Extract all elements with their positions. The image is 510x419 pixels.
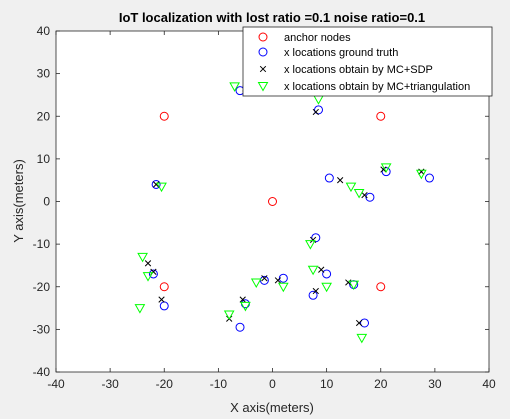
x-tick-label: -30 xyxy=(101,377,119,391)
y-tick-label: -30 xyxy=(33,322,51,336)
mc-triangulation-point xyxy=(134,304,146,314)
y-tick-label: 0 xyxy=(43,195,50,209)
x-tick-label: 10 xyxy=(320,377,334,391)
legend-marker-mc-sdp xyxy=(259,65,267,73)
x-tick-label: -20 xyxy=(156,377,174,391)
x-tick-label: -10 xyxy=(210,377,228,391)
mc-triangulation-point xyxy=(345,182,357,193)
mc-triangulation-point xyxy=(348,280,360,291)
x-tick-label: 30 xyxy=(428,377,442,391)
y-tick-label: -20 xyxy=(33,280,51,294)
ground-truth-point xyxy=(235,322,245,332)
mc-triangulation-point xyxy=(353,188,365,199)
mc-triangulation-point xyxy=(277,282,289,293)
x-tick-label: -40 xyxy=(47,377,65,391)
mc-sdp-point xyxy=(309,236,317,244)
mc-triangulation-point xyxy=(156,182,167,193)
y-axis-label: Y axis(meters) xyxy=(11,159,26,243)
mc-sdp-point xyxy=(144,260,152,267)
ground-truth-point xyxy=(324,173,334,183)
legend-marker-mc-triangulation xyxy=(257,82,269,92)
mc-triangulation-point xyxy=(415,169,427,180)
mc-triangulation-point xyxy=(250,278,262,289)
legend-markers xyxy=(257,32,269,92)
mc-triangulation-point xyxy=(223,310,235,320)
mc-triangulation-point xyxy=(137,252,148,263)
legend-marker-anchor-node xyxy=(258,32,268,42)
mc-sdp-point xyxy=(274,277,282,284)
chart-marks xyxy=(134,82,434,344)
legend: anchor nodes x locations ground truth x … xyxy=(242,26,493,97)
mc-triangulation-point xyxy=(307,265,319,276)
anchor-node-point xyxy=(159,111,169,121)
legend-label-mc-sdp: x locations obtain by MC+SDP xyxy=(284,64,433,76)
ground-truth-point xyxy=(278,273,288,283)
y-tick-label: -40 xyxy=(33,365,51,379)
mc-sdp-point xyxy=(337,177,344,184)
chart-title: IoT localization with lost ratio =0.1 no… xyxy=(119,10,425,25)
anchor-node-point xyxy=(268,197,277,206)
axis-ticks: -40 -30 -20 -10 0 10 20 30 40 -40 -30 -20 -10 0 10 20 30… xyxy=(33,24,496,391)
legend-label-ground-truth: x locations ground truth xyxy=(284,47,398,59)
mc-triangulation-point xyxy=(229,82,240,92)
mc-sdp-point xyxy=(239,296,246,303)
x-tick-label: 0 xyxy=(269,377,276,391)
mc-sdp-point xyxy=(312,287,319,295)
ground-truth-point xyxy=(308,290,318,300)
ground-truth-point xyxy=(365,192,375,202)
mc-sdp-point xyxy=(361,191,368,199)
y-tick-label: 10 xyxy=(37,152,51,166)
mc-sdp-point xyxy=(355,319,363,327)
mc-triangulation-point xyxy=(240,301,251,312)
x-axis-label: X axis(meters) xyxy=(230,400,314,415)
mc-triangulation-point xyxy=(142,272,154,282)
anchor-node-point xyxy=(159,282,169,292)
mc-triangulation-point xyxy=(305,240,316,250)
anchor-node-point xyxy=(376,282,386,292)
ground-truth-point xyxy=(360,318,370,328)
y-tick-label: -10 xyxy=(33,237,51,251)
ground-truth-point xyxy=(322,269,332,279)
mc-triangulation-point xyxy=(321,282,332,293)
legend-label-anchor-nodes: anchor nodes xyxy=(284,32,351,44)
legend-marker-ground-truth xyxy=(258,47,268,57)
mc-triangulation-point xyxy=(356,333,368,344)
mc-sdp-point xyxy=(158,296,165,303)
y-tick-label: 20 xyxy=(37,109,51,123)
ground-truth-point xyxy=(424,173,434,183)
ground-truth-point xyxy=(148,269,158,279)
legend-box xyxy=(242,26,493,97)
mc-sdp-point xyxy=(312,108,319,116)
ground-truth-point xyxy=(381,167,391,177)
mc-sdp-point xyxy=(261,275,268,282)
x-tick-label: 20 xyxy=(374,377,388,391)
legend-label-mc-triangulation: x locations obtain by MC+triangulation xyxy=(284,81,470,93)
ground-truth-point xyxy=(311,233,321,243)
y-tick-label: 30 xyxy=(37,67,51,81)
mc-triangulation-point xyxy=(380,163,392,173)
y-tick-label: 40 xyxy=(37,24,51,38)
mc-sdp-point xyxy=(318,266,325,273)
ground-truth-point xyxy=(314,105,324,115)
x-tick-label: 40 xyxy=(482,377,496,391)
anchor-node-point xyxy=(376,111,386,121)
ground-truth-point xyxy=(151,179,161,189)
